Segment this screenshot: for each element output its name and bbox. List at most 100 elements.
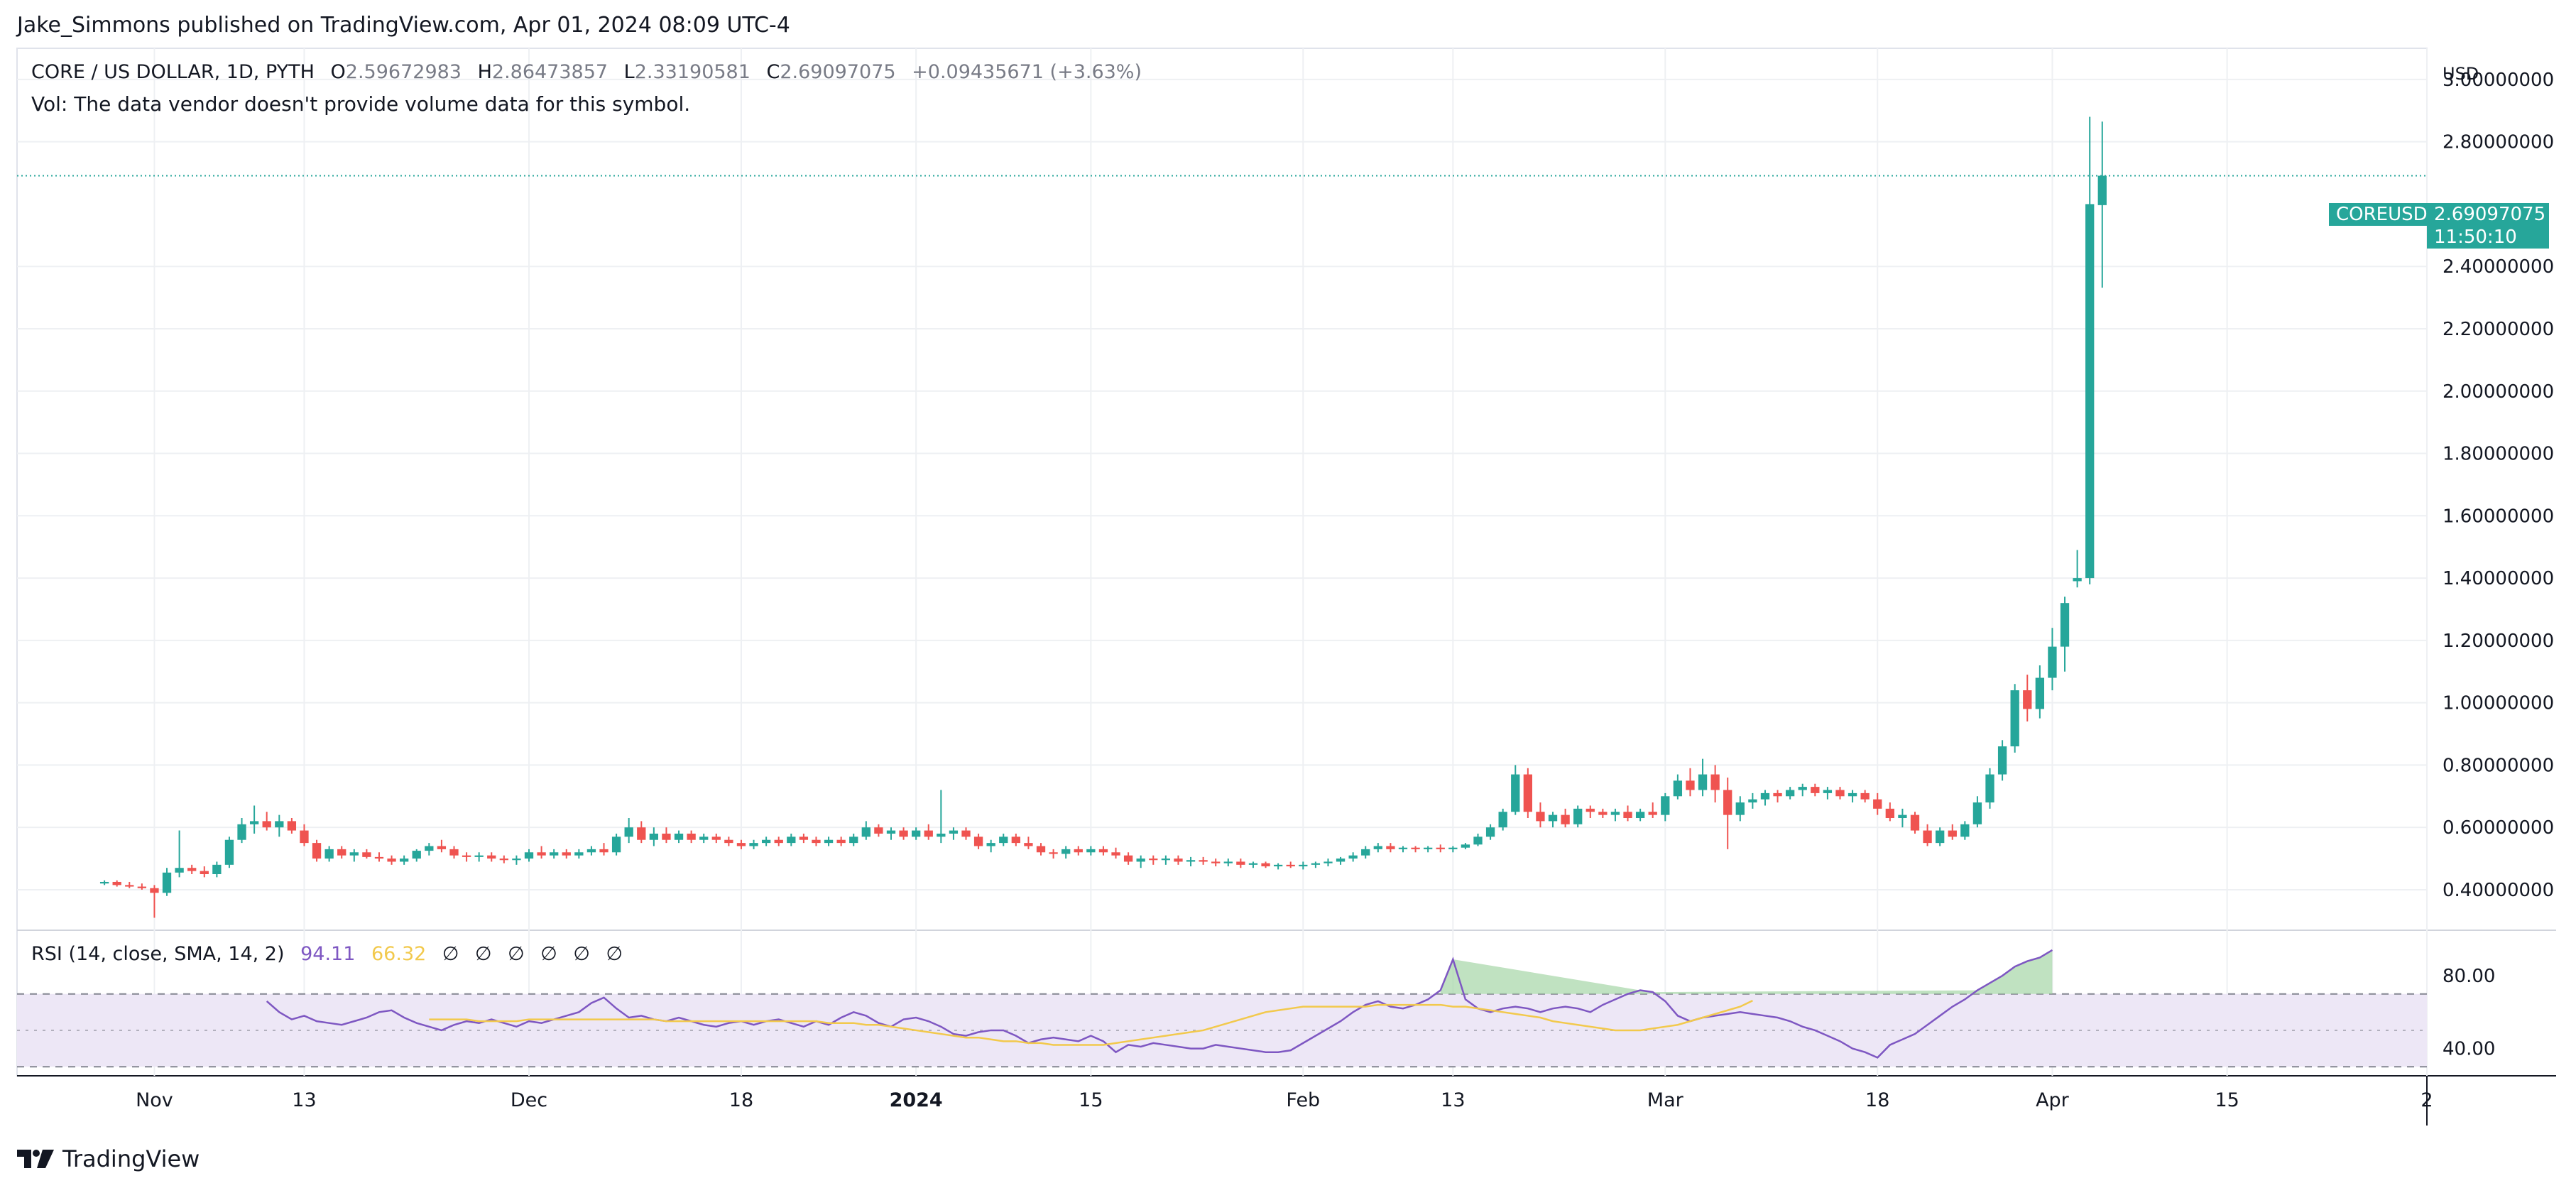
candle	[1149, 855, 1158, 865]
candle	[824, 836, 834, 846]
candle-body	[1448, 847, 1458, 849]
candle	[1960, 821, 1970, 840]
candle	[1523, 768, 1532, 819]
rsi-title: RSI (14, close, SMA, 14, 2)	[31, 943, 285, 965]
candle	[1136, 855, 1145, 868]
candle	[1024, 836, 1033, 849]
candle	[275, 814, 284, 837]
candle	[1997, 740, 2007, 781]
candle-body	[736, 843, 746, 846]
candle-body	[1598, 812, 1608, 815]
candle	[836, 836, 846, 846]
candle-body	[1648, 812, 1657, 815]
candle-body	[1261, 863, 1270, 867]
null-value: ∅	[442, 943, 459, 965]
candle	[937, 790, 946, 844]
candle-body	[1199, 860, 1208, 862]
time-tick-label: Mar	[1647, 1089, 1684, 1111]
candle-body	[1211, 861, 1221, 863]
candle-body	[574, 852, 584, 856]
candle-body	[999, 836, 1008, 844]
candle-body	[112, 881, 121, 885]
rsi-legend[interactable]: RSI (14, close, SMA, 14, 2) 94.11 66.32 …	[31, 943, 623, 965]
candle-body	[1972, 802, 1982, 824]
candle	[1811, 783, 1820, 797]
candle-body	[937, 833, 946, 837]
close-value: 2.69097075	[780, 61, 896, 83]
candle-body	[1635, 812, 1645, 819]
candle-body	[1061, 849, 1071, 854]
candle	[1673, 774, 1683, 800]
candle	[349, 849, 359, 862]
candle	[687, 830, 696, 844]
null-value: ∅	[508, 943, 525, 965]
candle-body	[1398, 847, 1408, 849]
rsi-value: 94.11	[300, 943, 356, 965]
candle	[1561, 808, 1570, 828]
candle-body	[399, 859, 409, 862]
candle-body	[562, 852, 571, 856]
candle	[1948, 824, 1957, 840]
candle	[399, 855, 409, 865]
candle	[1698, 758, 1708, 797]
candle-body	[1361, 849, 1370, 856]
candle	[749, 839, 758, 849]
price-tick-label: 2.40000000	[2443, 256, 2554, 278]
candle-body	[1161, 859, 1171, 861]
candle-body	[1873, 799, 1882, 809]
plot-area	[16, 48, 2428, 1077]
candle	[1498, 808, 1507, 831]
price-tick-label: 1.40000000	[2443, 568, 2554, 589]
candle-body	[512, 859, 521, 861]
candle-body	[1473, 836, 1483, 845]
candle	[1123, 852, 1133, 865]
candle-body	[586, 849, 596, 853]
candle-body	[624, 827, 633, 837]
candle	[1610, 808, 1620, 822]
time-tick-label: 13	[1441, 1089, 1465, 1111]
candle-body	[812, 839, 821, 844]
candle	[324, 846, 334, 862]
candle-body	[1311, 863, 1321, 865]
candle	[736, 839, 746, 849]
candle-body	[986, 843, 995, 846]
candle-body	[912, 830, 921, 837]
candle-body	[150, 888, 159, 893]
candle	[2085, 116, 2095, 584]
change-value: +0.09435671 (+3.63%)	[912, 61, 1142, 83]
candle-body	[1223, 861, 1233, 863]
candle	[437, 839, 447, 853]
candle	[1885, 802, 1894, 822]
time-tick-label: Nov	[136, 1089, 173, 1111]
candle-body	[799, 836, 809, 840]
candle	[949, 827, 959, 840]
candle	[1311, 861, 1321, 868]
candle	[537, 846, 546, 859]
candle	[362, 849, 371, 859]
candle-body	[224, 839, 234, 865]
candle-body	[1910, 814, 1920, 831]
candle-body	[787, 836, 796, 844]
candle	[1261, 861, 1270, 868]
candle-body	[949, 830, 959, 834]
tradingview-logo[interactable]: TradingView	[17, 1143, 200, 1175]
candle	[1923, 824, 1932, 846]
candle-body	[1698, 774, 1708, 790]
candle-body	[249, 821, 259, 824]
candle	[1186, 856, 1196, 867]
candle	[586, 846, 596, 856]
candle-body	[1997, 746, 2007, 775]
time-tick-label: Apr	[2036, 1089, 2070, 1111]
candle	[1373, 843, 1382, 853]
candle-body	[1236, 861, 1245, 865]
price-tick-label: 0.80000000	[2443, 755, 2554, 776]
candle-body	[1798, 787, 1807, 790]
candle-body	[637, 827, 646, 840]
currency-selector[interactable]: USD	[2443, 64, 2479, 84]
candle	[624, 818, 633, 844]
candle-body	[1286, 864, 1295, 867]
candle	[1873, 792, 1882, 815]
symbol-legend: CORE / US DOLLAR, 1D, PYTH O2.59672983 H…	[31, 61, 1142, 83]
candle	[1061, 846, 1071, 859]
